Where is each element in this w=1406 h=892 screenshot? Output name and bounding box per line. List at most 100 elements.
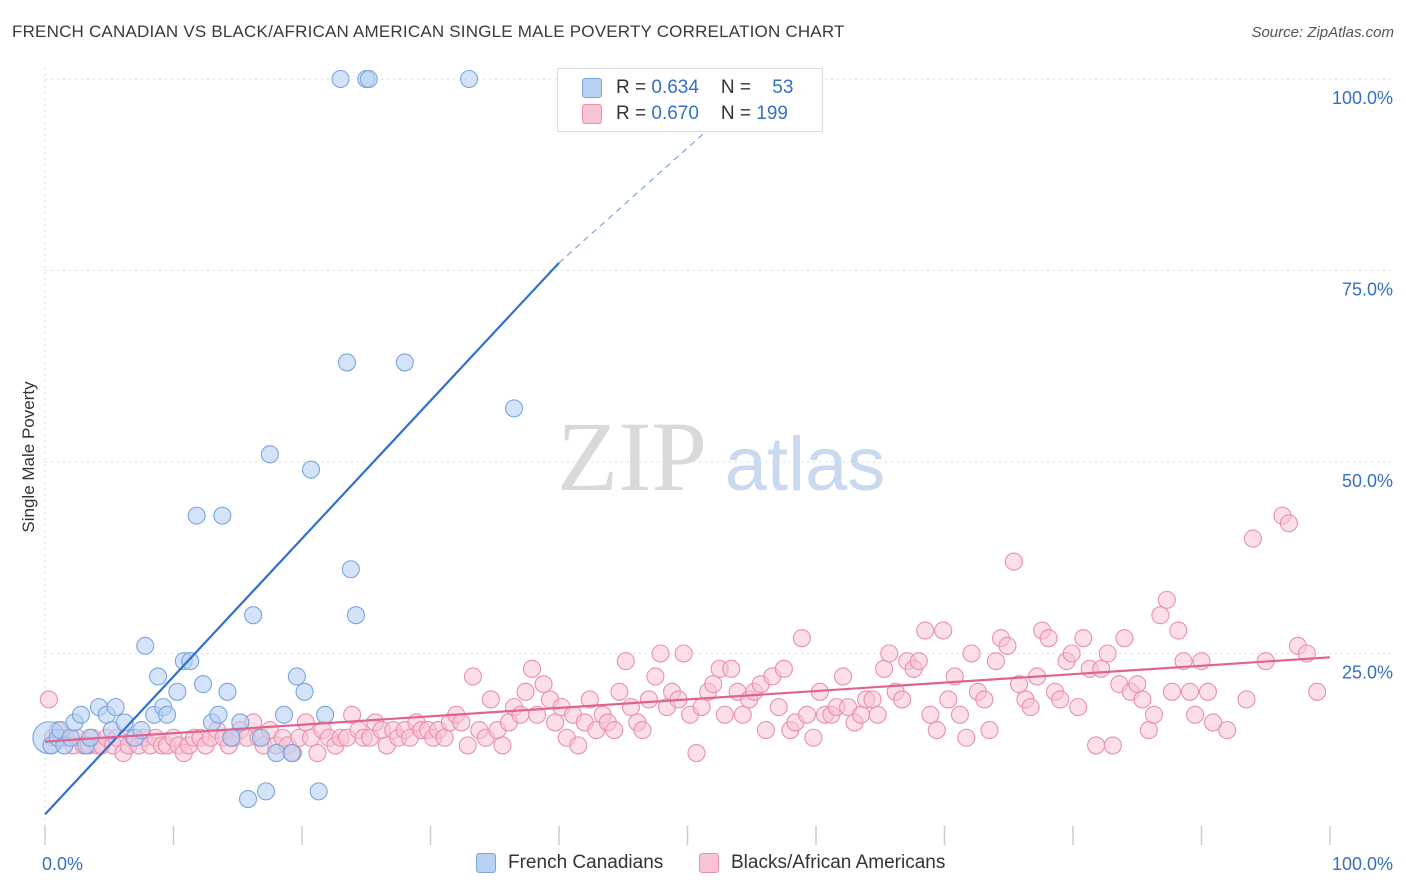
bottom-legend-blacks: Blacks/African Americans <box>699 852 945 874</box>
point-blacks <box>511 705 530 724</box>
point-blacks <box>934 621 953 640</box>
point-blacks <box>39 690 58 709</box>
point-french-canadians <box>231 713 250 732</box>
watermark-atlas: atlas <box>725 422 886 507</box>
point-french-canadians <box>238 789 258 809</box>
point-blacks <box>1087 736 1106 755</box>
y-tick-label: 25.0% <box>1342 663 1393 683</box>
point-french-canadians <box>282 744 301 763</box>
point-blacks <box>833 667 853 686</box>
point-blacks <box>863 690 882 709</box>
trend-lines <box>44 78 1331 816</box>
point-french-canadians <box>158 705 177 724</box>
point-blacks <box>343 705 362 724</box>
point-blacks <box>851 705 871 724</box>
point-french-canadians <box>209 705 228 724</box>
source-label: Source: ZipAtlas.com <box>1251 24 1394 41</box>
y-tick-label: 100.0% <box>1332 88 1393 108</box>
point-blacks <box>1139 721 1158 740</box>
series-french-canadians-points <box>32 69 524 809</box>
point-french-canadians <box>149 667 168 686</box>
point-blacks <box>621 698 641 717</box>
point-blacks <box>957 728 976 747</box>
point-blacks <box>569 736 588 755</box>
point-french-canadians <box>213 506 232 525</box>
watermark-zip: ZIP <box>557 401 707 512</box>
point-blacks <box>458 736 477 755</box>
point-french-canadians <box>504 399 524 418</box>
point-french-canadians <box>337 353 357 372</box>
y-axis-label: Single Male Poverty <box>19 381 38 533</box>
point-blacks <box>1115 629 1134 648</box>
point-blacks <box>308 744 327 763</box>
point-blacks <box>1218 721 1237 740</box>
point-blacks <box>493 736 512 755</box>
point-blacks <box>909 652 928 671</box>
point-french-canadians <box>459 69 479 89</box>
point-french-canadians <box>256 782 276 801</box>
point-blacks <box>463 667 482 686</box>
bottom-swatch-blue <box>476 853 496 873</box>
point-blacks <box>704 675 723 694</box>
point-french-canadians <box>71 705 91 724</box>
point-blacks <box>722 659 741 678</box>
point-blacks <box>893 690 912 709</box>
point-blacks <box>522 659 542 678</box>
bottom-legend-label: French Canadians <box>508 852 664 873</box>
point-blacks <box>616 652 635 671</box>
point-blacks <box>646 667 665 686</box>
legend-n-value: 53 <box>772 77 794 98</box>
legend-n-value: 199 <box>756 103 788 124</box>
legend-n-label: N = <box>720 103 757 124</box>
point-blacks <box>986 652 1005 671</box>
point-blacks <box>1069 698 1088 717</box>
point-french-canadians <box>309 782 328 801</box>
point-french-canadians <box>341 560 360 579</box>
point-french-canadians <box>267 744 286 763</box>
point-blacks <box>1098 644 1117 663</box>
point-french-canadians <box>359 69 378 89</box>
point-blacks <box>1162 682 1181 701</box>
point-blacks <box>939 690 958 709</box>
bottom-swatch-pink <box>699 853 719 873</box>
point-blacks <box>1144 705 1164 724</box>
point-french-canadians <box>61 728 80 747</box>
point-french-canadians <box>295 682 314 701</box>
point-blacks <box>868 705 887 724</box>
point-blacks <box>1062 644 1081 663</box>
point-blacks <box>1169 621 1188 640</box>
point-blacks <box>962 644 981 663</box>
point-blacks <box>1157 590 1176 609</box>
point-french-canadians <box>106 698 125 717</box>
point-blacks <box>633 721 652 740</box>
trend-line-french-canadians <box>44 262 560 816</box>
point-blacks <box>880 644 899 663</box>
legend-row-blacks: R = 0.670 N = 199 <box>582 101 788 127</box>
point-blacks <box>605 721 624 740</box>
point-blacks <box>774 659 793 678</box>
stats-legend: R = 0.634 N = 53 R = 0.670 N = 199 <box>557 68 823 132</box>
point-blacks <box>296 713 315 732</box>
bottom-legend-french-canadians: French Canadians <box>476 852 663 874</box>
trend-line-french-canadians-extension <box>558 78 765 264</box>
point-french-canadians <box>331 69 350 89</box>
point-blacks <box>1128 675 1147 694</box>
point-blacks <box>1186 705 1205 724</box>
point-blacks <box>1204 713 1223 732</box>
point-blacks <box>797 705 817 724</box>
point-blacks <box>975 690 994 709</box>
point-blacks <box>1237 690 1256 709</box>
point-blacks <box>756 721 775 740</box>
bottom-legend-label: Blacks/African Americans <box>731 852 946 873</box>
point-blacks <box>1051 690 1070 709</box>
legend-swatch-pink <box>582 104 602 124</box>
point-blacks <box>1180 682 1199 701</box>
point-french-canadians <box>346 606 366 625</box>
point-french-canadians <box>244 606 263 625</box>
point-blacks <box>639 690 659 709</box>
y-tick-label: 50.0% <box>1342 471 1393 491</box>
point-blacks <box>435 728 454 747</box>
point-blacks <box>792 629 811 648</box>
legend-swatch-blue <box>582 78 602 98</box>
